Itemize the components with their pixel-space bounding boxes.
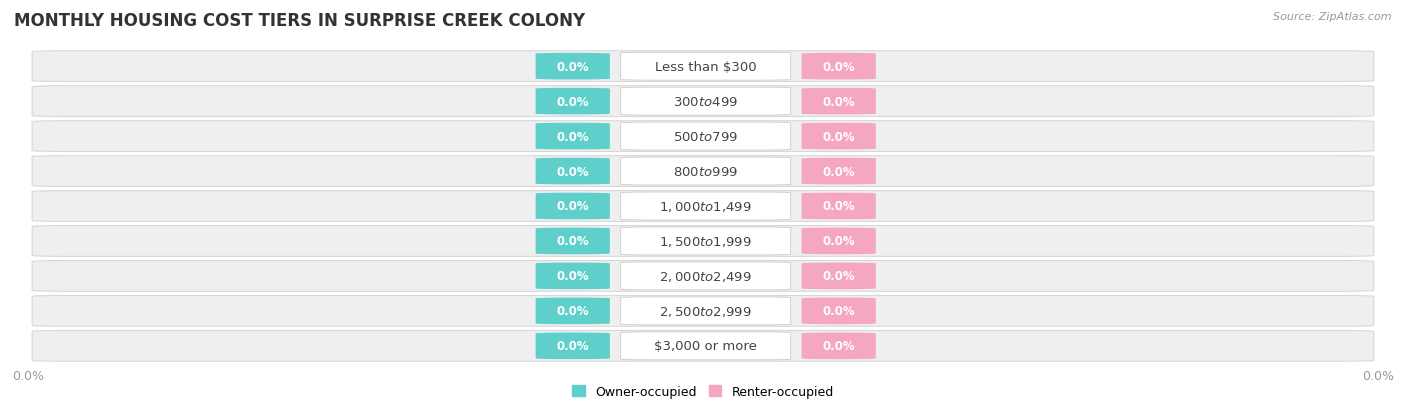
FancyBboxPatch shape (32, 52, 1374, 82)
Text: $3,000 or more: $3,000 or more (654, 339, 758, 352)
FancyBboxPatch shape (536, 298, 610, 324)
Text: 0.0%: 0.0% (823, 200, 855, 213)
FancyBboxPatch shape (620, 297, 790, 325)
Text: $1,500 to $1,999: $1,500 to $1,999 (659, 235, 752, 248)
Text: 0.0%: 0.0% (823, 235, 855, 248)
FancyBboxPatch shape (801, 89, 876, 115)
FancyBboxPatch shape (620, 158, 790, 185)
Text: MONTHLY HOUSING COST TIERS IN SURPRISE CREEK COLONY: MONTHLY HOUSING COST TIERS IN SURPRISE C… (14, 12, 585, 30)
Text: $1,000 to $1,499: $1,000 to $1,499 (659, 199, 752, 214)
FancyBboxPatch shape (620, 88, 790, 116)
Text: Source: ZipAtlas.com: Source: ZipAtlas.com (1274, 12, 1392, 22)
FancyBboxPatch shape (801, 193, 876, 220)
Text: $2,500 to $2,999: $2,500 to $2,999 (659, 304, 752, 318)
FancyBboxPatch shape (32, 121, 1374, 152)
FancyBboxPatch shape (801, 298, 876, 324)
FancyBboxPatch shape (620, 123, 790, 151)
Legend: Owner-occupied, Renter-occupied: Owner-occupied, Renter-occupied (572, 385, 834, 398)
FancyBboxPatch shape (620, 262, 790, 290)
FancyBboxPatch shape (536, 228, 610, 255)
Text: 0.0%: 0.0% (557, 339, 589, 352)
Text: 0.0%: 0.0% (823, 165, 855, 178)
FancyBboxPatch shape (801, 263, 876, 290)
Text: 0.0%: 0.0% (823, 270, 855, 283)
Text: $2,000 to $2,499: $2,000 to $2,499 (659, 269, 752, 283)
FancyBboxPatch shape (536, 123, 610, 150)
Text: 0.0%: 0.0% (823, 130, 855, 143)
FancyBboxPatch shape (620, 53, 790, 81)
FancyBboxPatch shape (536, 193, 610, 220)
FancyBboxPatch shape (32, 331, 1374, 361)
FancyBboxPatch shape (536, 54, 610, 80)
Text: 0.0%: 0.0% (823, 95, 855, 108)
Text: $500 to $799: $500 to $799 (673, 130, 738, 143)
Text: $800 to $999: $800 to $999 (673, 165, 738, 178)
FancyBboxPatch shape (536, 89, 610, 115)
FancyBboxPatch shape (32, 191, 1374, 222)
FancyBboxPatch shape (620, 332, 790, 360)
FancyBboxPatch shape (801, 228, 876, 255)
FancyBboxPatch shape (801, 54, 876, 80)
Text: $300 to $499: $300 to $499 (673, 95, 738, 108)
FancyBboxPatch shape (32, 87, 1374, 117)
Text: Less than $300: Less than $300 (655, 61, 756, 74)
FancyBboxPatch shape (801, 158, 876, 185)
FancyBboxPatch shape (620, 192, 790, 221)
FancyBboxPatch shape (536, 333, 610, 359)
Text: 0.0%: 0.0% (557, 270, 589, 283)
FancyBboxPatch shape (32, 156, 1374, 187)
FancyBboxPatch shape (536, 263, 610, 290)
Text: 0.0%: 0.0% (557, 130, 589, 143)
Text: 0.0%: 0.0% (557, 165, 589, 178)
Text: 0.0%: 0.0% (557, 200, 589, 213)
Text: 0.0%: 0.0% (557, 61, 589, 74)
FancyBboxPatch shape (801, 333, 876, 359)
FancyBboxPatch shape (620, 228, 790, 255)
FancyBboxPatch shape (32, 226, 1374, 257)
FancyBboxPatch shape (32, 261, 1374, 292)
Text: 0.0%: 0.0% (823, 61, 855, 74)
Text: 0.0%: 0.0% (557, 95, 589, 108)
FancyBboxPatch shape (32, 296, 1374, 326)
Text: 0.0%: 0.0% (823, 339, 855, 352)
FancyBboxPatch shape (801, 123, 876, 150)
Text: 0.0%: 0.0% (557, 235, 589, 248)
Text: 0.0%: 0.0% (823, 305, 855, 318)
Text: 0.0%: 0.0% (557, 305, 589, 318)
FancyBboxPatch shape (536, 158, 610, 185)
